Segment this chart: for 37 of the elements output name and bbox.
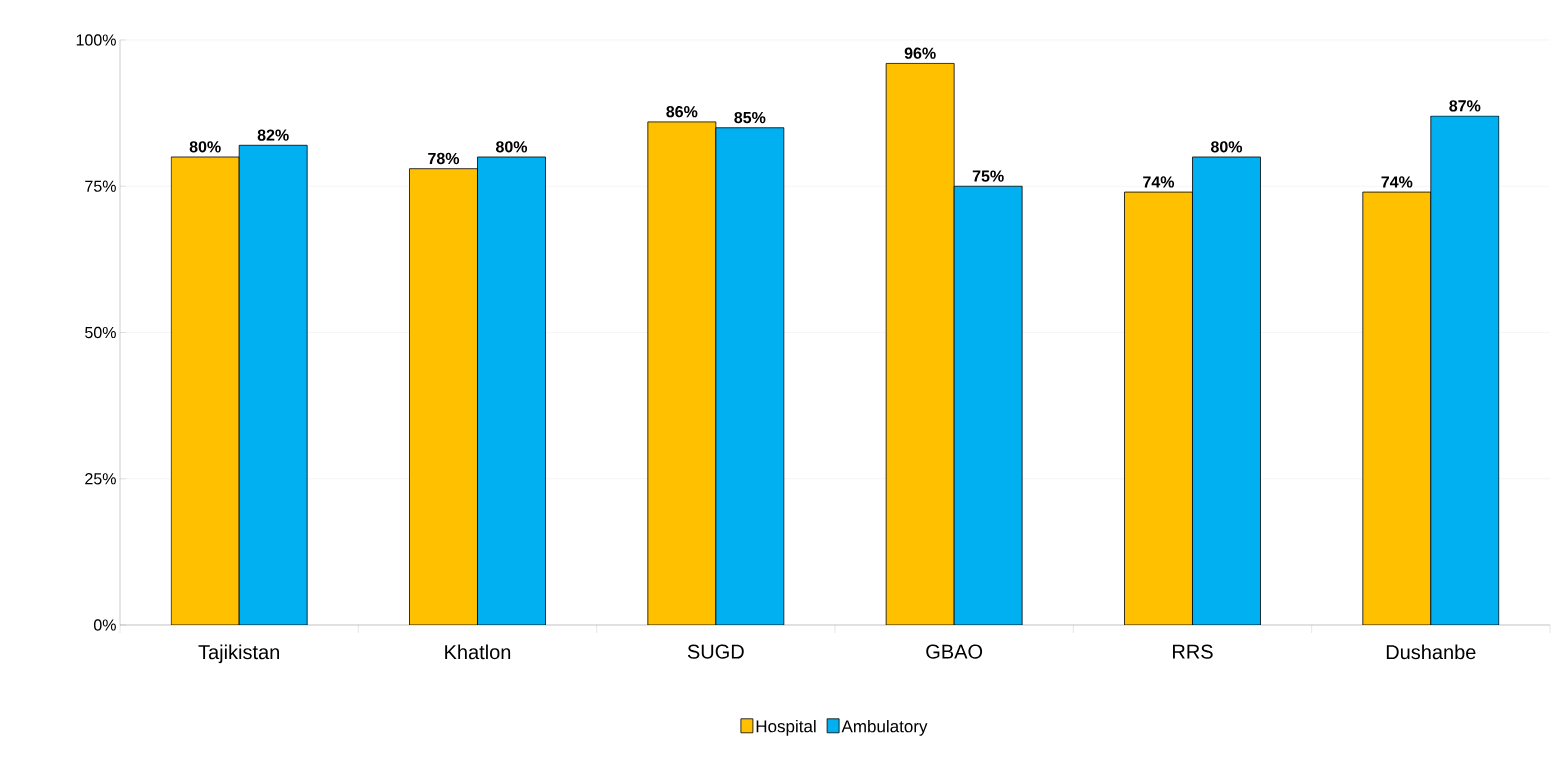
data-label: 96% bbox=[904, 47, 936, 59]
x-tick-label: Dushanbe bbox=[1386, 644, 1476, 660]
bar bbox=[1362, 191, 1432, 625]
data-label: 78% bbox=[428, 152, 460, 165]
data-label: 75% bbox=[972, 170, 1004, 182]
x-tick-label: GBAO bbox=[926, 644, 983, 659]
bar bbox=[885, 62, 955, 625]
data-label: 87% bbox=[1449, 100, 1481, 112]
bar bbox=[409, 168, 478, 625]
x-tick-label: Tajikistan bbox=[198, 644, 279, 664]
y-tick-label: 0% bbox=[93, 619, 116, 631]
y-tick-label: 25% bbox=[85, 473, 116, 485]
x-tick-label: RRS bbox=[1173, 644, 1213, 659]
data-label: 86% bbox=[666, 106, 698, 118]
y-tick-label: 50% bbox=[85, 326, 116, 339]
data-label: 74% bbox=[1143, 176, 1175, 188]
x-tick-label: Khatlon bbox=[445, 644, 511, 660]
y-tick-label: 100% bbox=[76, 34, 116, 46]
bar bbox=[715, 127, 785, 625]
bar bbox=[170, 156, 240, 625]
bar bbox=[477, 156, 546, 625]
legend-label: Hospital bbox=[756, 719, 816, 736]
bar bbox=[953, 185, 1023, 625]
data-label: 82% bbox=[257, 129, 289, 141]
bar bbox=[647, 121, 717, 625]
data-label: 80% bbox=[495, 141, 528, 153]
bar bbox=[238, 144, 308, 625]
data-label: 74% bbox=[1381, 176, 1413, 188]
bar bbox=[1124, 191, 1193, 625]
bar bbox=[1192, 156, 1261, 625]
legend-label: Ambulatory bbox=[841, 719, 928, 736]
data-label: 80% bbox=[189, 141, 221, 153]
bar bbox=[1430, 115, 1500, 625]
y-tick-label: 75% bbox=[85, 180, 116, 192]
data-label: 80% bbox=[1210, 141, 1243, 153]
x-tick-label: SUGD bbox=[687, 644, 744, 659]
data-label: 85% bbox=[734, 111, 766, 124]
